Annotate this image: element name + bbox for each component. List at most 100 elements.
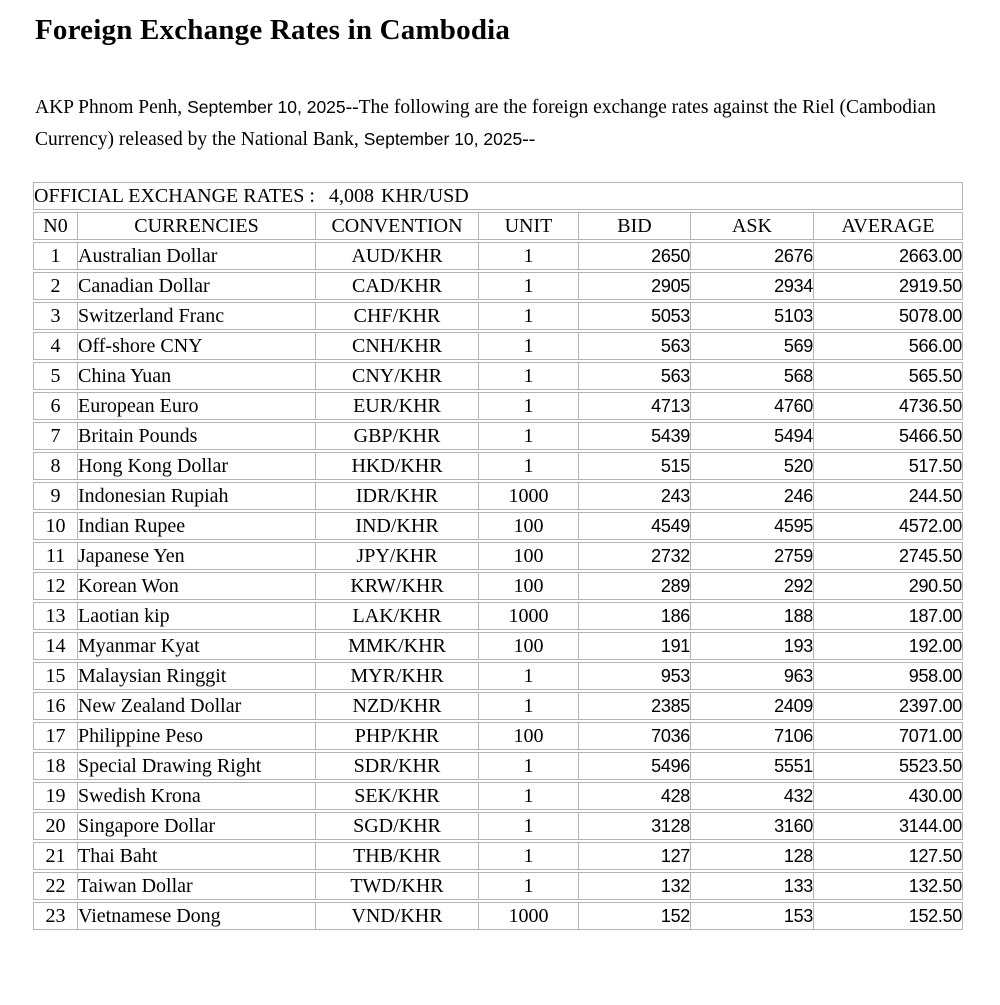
bid-value-cell: 4549 xyxy=(578,512,690,541)
currency-name-cell: Hong Kong Dollar xyxy=(77,452,315,481)
currency-name-cell: Japanese Yen xyxy=(77,542,315,571)
average-value-cell: 565.50 xyxy=(813,362,963,391)
unit-value-cell: 100 xyxy=(478,722,578,751)
convention-code-cell: KRW/KHR xyxy=(315,572,478,601)
currency-name-cell: Australian Dollar xyxy=(77,242,315,271)
currency-name-cell: Indonesian Rupiah xyxy=(77,482,315,511)
convention-code-cell: HKD/KHR xyxy=(315,452,478,481)
ask-value-cell: 2676 xyxy=(690,242,813,271)
row-number-cell: 15 xyxy=(33,662,77,691)
currency-name-cell: China Yuan xyxy=(77,362,315,391)
unit-value-cell: 1 xyxy=(478,842,578,871)
row-number-cell: 22 xyxy=(33,872,77,901)
average-value-cell: 7071.00 xyxy=(813,722,963,751)
convention-code-cell: SDR/KHR xyxy=(315,752,478,781)
table-row: 18 Special Drawing Right SDR/KHR 1 5496 5551 5… xyxy=(33,752,963,781)
unit-value-cell: 1 xyxy=(478,392,578,421)
ask-value-cell: 133 xyxy=(690,872,813,901)
convention-code-cell: GBP/KHR xyxy=(315,422,478,451)
ask-value-cell: 568 xyxy=(690,362,813,391)
row-number-cell: 23 xyxy=(33,902,77,931)
average-value-cell: 187.00 xyxy=(813,602,963,631)
ask-value-cell: 246 xyxy=(690,482,813,511)
average-value-cell: 132.50 xyxy=(813,872,963,901)
convention-code-cell: JPY/KHR xyxy=(315,542,478,571)
average-value-cell: 2397.00 xyxy=(813,692,963,721)
unit-value-cell: 1 xyxy=(478,752,578,781)
column-header-convention: CONVENTION xyxy=(315,212,478,241)
unit-value-cell: 1 xyxy=(478,302,578,331)
convention-code-cell: CNY/KHR xyxy=(315,362,478,391)
currency-name-cell: Swedish Krona xyxy=(77,782,315,811)
convention-code-cell: CAD/KHR xyxy=(315,272,478,301)
row-number-cell: 5 xyxy=(33,362,77,391)
currency-name-cell: Korean Won xyxy=(77,572,315,601)
bid-value-cell: 289 xyxy=(578,572,690,601)
average-value-cell: 5078.00 xyxy=(813,302,963,331)
unit-value-cell: 1 xyxy=(478,422,578,451)
intro-paragraph: AKP Phnom Penh, September 10, 2025--The … xyxy=(35,92,951,155)
unit-value-cell: 1 xyxy=(478,272,578,301)
row-number-cell: 21 xyxy=(33,842,77,871)
column-header-no: N0 xyxy=(33,212,77,241)
convention-code-cell: CHF/KHR xyxy=(315,302,478,331)
currency-name-cell: Vietnamese Dong xyxy=(77,902,315,931)
average-value-cell: 2663.00 xyxy=(813,242,963,271)
unit-value-cell: 1000 xyxy=(478,482,578,511)
row-number-cell: 3 xyxy=(33,302,77,331)
unit-value-cell: 1000 xyxy=(478,602,578,631)
row-number-cell: 8 xyxy=(33,452,77,481)
unit-value-cell: 1 xyxy=(478,332,578,361)
table-row: 13 Laotian kip LAK/KHR 1000 186 188 187.00 xyxy=(33,602,963,631)
average-value-cell: 192.00 xyxy=(813,632,963,661)
currency-name-cell: Thai Baht xyxy=(77,842,315,871)
bid-value-cell: 191 xyxy=(578,632,690,661)
row-number-cell: 4 xyxy=(33,332,77,361)
average-value-cell: 244.50 xyxy=(813,482,963,511)
table-row: 23 Vietnamese Dong VND/KHR 1000 152 153 152.50 xyxy=(33,902,963,931)
column-header-bid: BID xyxy=(578,212,690,241)
bid-value-cell: 5496 xyxy=(578,752,690,781)
average-value-cell: 5523.50 xyxy=(813,752,963,781)
currency-name-cell: Singapore Dollar xyxy=(77,812,315,841)
row-number-cell: 1 xyxy=(33,242,77,271)
convention-code-cell: NZD/KHR xyxy=(315,692,478,721)
convention-code-cell: IDR/KHR xyxy=(315,482,478,511)
column-header-unit: UNIT xyxy=(478,212,578,241)
row-number-cell: 17 xyxy=(33,722,77,751)
average-value-cell: 4736.50 xyxy=(813,392,963,421)
bid-value-cell: 243 xyxy=(578,482,690,511)
official-rate-unit: KHR/USD xyxy=(380,184,469,207)
ask-value-cell: 520 xyxy=(690,452,813,481)
currency-name-cell: Taiwan Dollar xyxy=(77,872,315,901)
average-value-cell: 5466.50 xyxy=(813,422,963,451)
average-value-cell: 566.00 xyxy=(813,332,963,361)
convention-code-cell: MYR/KHR xyxy=(315,662,478,691)
table-row: 9 Indonesian Rupiah IDR/KHR 1000 243 246 244.5… xyxy=(33,482,963,511)
ask-value-cell: 4595 xyxy=(690,512,813,541)
bid-value-cell: 132 xyxy=(578,872,690,901)
average-value-cell: 3144.00 xyxy=(813,812,963,841)
exchange-rates-body: 1 Australian Dollar AUD/KHR 1 2650 2676 2663.0… xyxy=(33,242,963,931)
currency-name-cell: Special Drawing Right xyxy=(77,752,315,781)
convention-code-cell: AUD/KHR xyxy=(315,242,478,271)
convention-code-cell: TWD/KHR xyxy=(315,872,478,901)
intro-text-lead: AKP Phnom Penh, xyxy=(35,97,188,118)
bid-value-cell: 2650 xyxy=(578,242,690,271)
official-rate-cell: OFFICIAL EXCHANGE RATES : 4,008 KHR/USD xyxy=(33,182,963,211)
bid-value-cell: 2905 xyxy=(578,272,690,301)
row-number-cell: 6 xyxy=(33,392,77,421)
bid-value-cell: 186 xyxy=(578,602,690,631)
average-value-cell: 517.50 xyxy=(813,452,963,481)
column-header-row: N0 CURRENCIES CONVENTION UNIT BID ASK AV… xyxy=(33,212,963,241)
table-row: 14 Myanmar Kyat MMK/KHR 100 191 193 192.00 xyxy=(33,632,963,661)
convention-code-cell: THB/KHR xyxy=(315,842,478,871)
bid-value-cell: 5439 xyxy=(578,422,690,451)
currency-name-cell: Myanmar Kyat xyxy=(77,632,315,661)
ask-value-cell: 193 xyxy=(690,632,813,661)
currency-name-cell: Switzerland Franc xyxy=(77,302,315,331)
table-row: 10 Indian Rupee IND/KHR 100 4549 4595 4572.00 xyxy=(33,512,963,541)
ask-value-cell: 5494 xyxy=(690,422,813,451)
unit-value-cell: 1 xyxy=(478,692,578,721)
bid-value-cell: 428 xyxy=(578,782,690,811)
